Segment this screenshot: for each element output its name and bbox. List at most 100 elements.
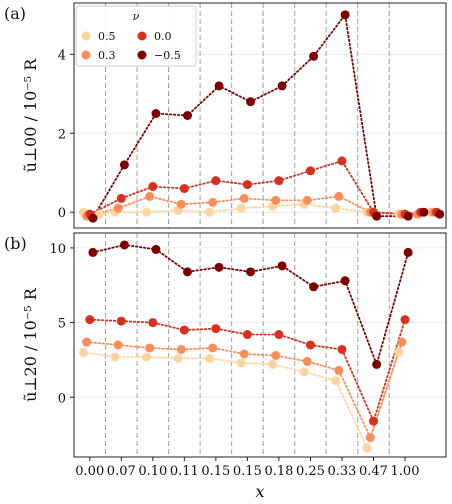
data-point bbox=[246, 97, 256, 107]
data-point bbox=[299, 367, 309, 377]
data-point bbox=[214, 81, 224, 91]
y-tick-label: 2 bbox=[58, 127, 66, 142]
data-point bbox=[173, 353, 183, 363]
data-point bbox=[305, 166, 315, 176]
data-point bbox=[274, 330, 284, 340]
data-point bbox=[331, 203, 341, 213]
data-point bbox=[205, 207, 215, 217]
data-point bbox=[151, 109, 161, 119]
data-point bbox=[242, 180, 252, 190]
data-point bbox=[116, 316, 126, 326]
x-tick-label: 0.25 bbox=[296, 464, 325, 479]
data-point bbox=[145, 343, 155, 353]
data-point bbox=[309, 282, 319, 292]
data-point bbox=[142, 207, 152, 217]
data-point bbox=[82, 337, 92, 347]
data-point bbox=[334, 191, 344, 201]
data-point bbox=[119, 160, 129, 170]
series-line-1 bbox=[85, 341, 403, 441]
data-point bbox=[397, 337, 407, 347]
data-point bbox=[419, 207, 429, 217]
data-point bbox=[182, 267, 192, 277]
legend: ν 0.5 0.3 0.0 −0.5 bbox=[75, 5, 197, 67]
data-point bbox=[182, 111, 192, 120]
data-point bbox=[302, 195, 312, 205]
x-tick-label: 0.11 bbox=[170, 464, 199, 479]
data-point bbox=[271, 195, 281, 205]
data-point bbox=[403, 211, 413, 221]
data-point bbox=[205, 353, 215, 363]
data-point bbox=[142, 352, 152, 362]
legend-entry: −0.5 bbox=[154, 49, 181, 62]
data-point bbox=[365, 433, 375, 443]
x-tick-label: 0.15 bbox=[233, 464, 262, 479]
data-point bbox=[239, 193, 249, 203]
data-point bbox=[340, 276, 350, 286]
data-point bbox=[145, 191, 155, 201]
axes-frame bbox=[73, 232, 447, 458]
y-axis-label: ũ⊥00 / 10⁻⁵ R bbox=[21, 58, 40, 173]
data-point bbox=[340, 10, 350, 20]
data-point bbox=[214, 262, 224, 272]
y-tick-label: 10 bbox=[49, 242, 66, 257]
data-point bbox=[176, 344, 186, 354]
data-point bbox=[246, 267, 256, 277]
data-point bbox=[394, 347, 404, 357]
series-line-3 bbox=[92, 243, 410, 368]
data-point bbox=[211, 176, 221, 186]
data-point bbox=[116, 193, 126, 203]
data-point bbox=[88, 213, 98, 223]
legend-entry: 0.3 bbox=[98, 49, 116, 62]
data-point bbox=[435, 209, 445, 219]
data-point bbox=[179, 325, 189, 335]
data-point bbox=[148, 182, 158, 192]
x-tick-label: 0.00 bbox=[75, 464, 104, 479]
data-point bbox=[277, 261, 287, 271]
data-point bbox=[331, 376, 341, 386]
data-point bbox=[337, 156, 347, 166]
data-point bbox=[119, 240, 129, 250]
y-tick-label: 4 bbox=[58, 48, 66, 63]
data-point bbox=[274, 176, 284, 186]
data-point bbox=[88, 247, 98, 257]
data-point bbox=[179, 184, 189, 194]
data-point bbox=[302, 356, 312, 366]
x-tick-label: 1.00 bbox=[391, 464, 420, 479]
data-point bbox=[368, 416, 378, 426]
data-point bbox=[277, 81, 287, 91]
data-point bbox=[400, 315, 410, 325]
data-point bbox=[78, 347, 88, 357]
data-point bbox=[239, 349, 249, 359]
y-tick-label: 0 bbox=[58, 391, 66, 406]
data-point bbox=[334, 365, 344, 375]
data-point bbox=[271, 350, 281, 360]
data-point bbox=[305, 340, 315, 350]
legend-entry: 0.0 bbox=[154, 30, 172, 43]
x-tick-label: 0.33 bbox=[327, 464, 356, 479]
data-point bbox=[268, 359, 278, 369]
y-tick-label: 0 bbox=[58, 206, 66, 221]
data-point bbox=[148, 318, 158, 328]
data-point bbox=[113, 340, 123, 350]
x-tick-label: 0.18 bbox=[264, 464, 293, 479]
x-tick-label: 0.07 bbox=[107, 464, 136, 479]
x-tick-label: 0.15 bbox=[201, 464, 230, 479]
x-tick-label: 0.47 bbox=[359, 464, 388, 479]
data-point bbox=[309, 51, 319, 61]
axes-frame bbox=[73, 2, 447, 229]
y-axis-label: ũ⊥20 / 10⁻⁵ R bbox=[21, 287, 40, 402]
data-point bbox=[211, 324, 221, 334]
data-point bbox=[372, 211, 382, 221]
legend-marker bbox=[137, 31, 147, 41]
x-tick-label: 0.10 bbox=[138, 464, 167, 479]
data-point bbox=[151, 244, 161, 254]
data-point bbox=[242, 330, 252, 340]
legend-box bbox=[75, 5, 197, 67]
data-point bbox=[403, 247, 413, 257]
data-point bbox=[372, 359, 382, 369]
data-point bbox=[113, 203, 123, 213]
y-tick-label: 5 bbox=[58, 317, 66, 332]
data-point bbox=[176, 199, 186, 209]
data-point bbox=[337, 344, 347, 354]
